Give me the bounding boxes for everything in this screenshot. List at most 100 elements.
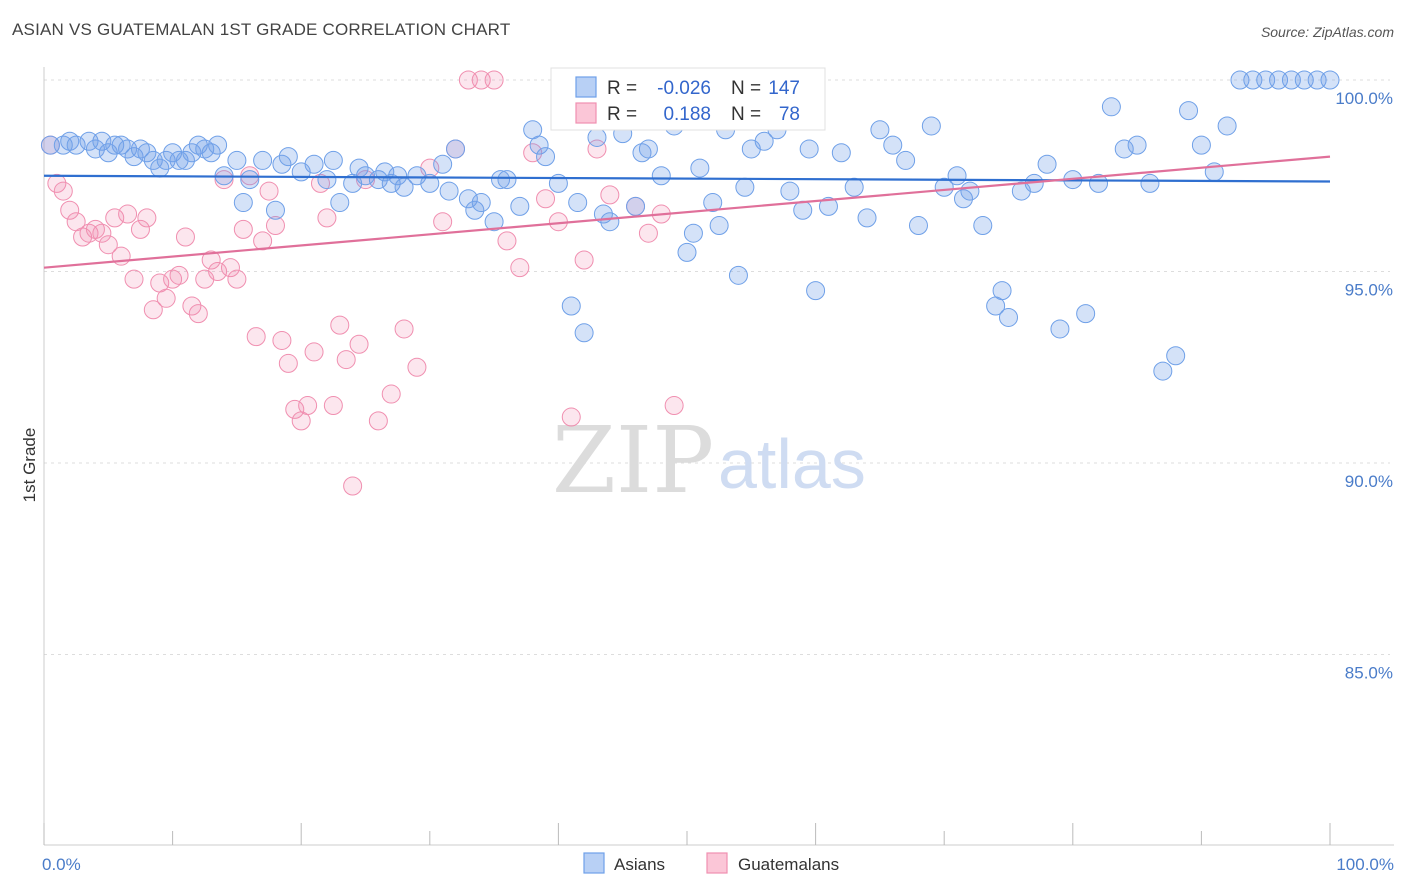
- y-tick-label: 95.0%: [1345, 281, 1393, 300]
- asians-point: [175, 150, 195, 170]
- asians-point: [568, 193, 588, 213]
- guatemalans-point: [536, 189, 556, 209]
- asians-point: [105, 135, 125, 155]
- asians-points: [40, 70, 1340, 381]
- asians-point: [92, 131, 112, 151]
- axes: [43, 67, 1394, 846]
- watermark: ZIP atlas: [552, 407, 866, 514]
- y-tick-label: 90.0%: [1345, 472, 1393, 491]
- watermark-zip: ZIP: [552, 407, 714, 514]
- guatemalans-point: [317, 208, 337, 228]
- guatemalans-point: [53, 181, 73, 201]
- asians-point: [960, 181, 980, 201]
- asians-point: [233, 193, 253, 213]
- guatemalans-point: [259, 181, 279, 201]
- asians-point: [1114, 139, 1134, 159]
- asians-point: [201, 143, 221, 163]
- asians-point: [638, 139, 658, 159]
- guatemalans-point: [169, 265, 189, 285]
- asians-point: [253, 150, 273, 170]
- guatemalans-point: [484, 70, 504, 90]
- guatemalans-point: [156, 288, 176, 308]
- asians-point: [1050, 319, 1070, 339]
- guatemalans-point: [330, 315, 350, 335]
- asians-point: [683, 223, 703, 243]
- asians-point: [85, 139, 105, 159]
- asians-point: [992, 281, 1012, 301]
- asians-point: [703, 193, 723, 213]
- guatemalans-point: [285, 399, 305, 419]
- stats-box: R = -0.026 N = 147 R = 0.188 N = 78: [550, 67, 826, 131]
- asians-point: [806, 281, 826, 301]
- guatemalans-point: [587, 139, 607, 159]
- asians-point: [973, 216, 993, 236]
- asians-point: [439, 181, 459, 201]
- x-tick-label-max: 100.0%: [1336, 855, 1394, 874]
- asians-point: [433, 154, 453, 174]
- asians-point: [1217, 116, 1237, 136]
- asians-point: [208, 135, 228, 155]
- guatemalans-point: [175, 227, 195, 247]
- asians-point: [66, 135, 86, 155]
- guatemalans-point: [561, 407, 581, 427]
- guatemalans-point: [130, 219, 150, 239]
- asians-point: [465, 200, 485, 220]
- guatemalans-point: [304, 342, 324, 362]
- asians-point: [240, 170, 260, 190]
- asians-point: [1191, 135, 1211, 155]
- guatemalans-point: [272, 330, 292, 350]
- guatemalans-point: [336, 350, 356, 370]
- guatemalans-point: [381, 384, 401, 404]
- legend-guatemalans-swatch: [706, 852, 728, 874]
- legend-guatemalans-label: Guatemalans: [738, 855, 839, 874]
- asians-point: [458, 189, 478, 209]
- asians-point: [626, 196, 646, 216]
- asians-point: [799, 139, 819, 159]
- source-label: Source: ZipAtlas.com: [1260, 24, 1394, 40]
- asians-point: [420, 173, 440, 193]
- asians-point: [561, 296, 581, 316]
- stats-n-label-guatemalans: N =: [731, 104, 761, 125]
- stats-n-value-guatemalans: 78: [779, 104, 800, 125]
- asians-point: [491, 170, 511, 190]
- asians-point: [388, 166, 408, 186]
- asians-point: [1089, 173, 1109, 193]
- asians-point: [1076, 304, 1096, 324]
- asians-point: [896, 150, 916, 170]
- guatemalans-point: [124, 269, 144, 289]
- asians-point: [831, 143, 851, 163]
- chart-title: ASIAN VS GUATEMALAN 1ST GRADE CORRELATIO…: [12, 20, 511, 39]
- asians-point: [304, 154, 324, 174]
- asians-point: [857, 208, 877, 228]
- guatemalans-point: [497, 231, 517, 251]
- guatemalans-point: [105, 208, 125, 228]
- stats-asians-swatch: [575, 76, 597, 98]
- guatemalans-point: [143, 300, 163, 320]
- guatemalans-point: [47, 173, 67, 193]
- asians-point: [574, 323, 594, 343]
- y-tick-labels: 100.0% 95.0% 90.0% 85.0%: [1335, 89, 1393, 683]
- guatemalans-point: [233, 219, 253, 239]
- stats-n-label-asians: N =: [731, 78, 761, 99]
- asians-point: [182, 143, 202, 163]
- asians-point: [368, 170, 388, 190]
- guatemalans-point: [323, 396, 343, 416]
- asians-point: [728, 265, 748, 285]
- asians-point: [124, 147, 144, 167]
- legend-asians-swatch: [583, 852, 605, 874]
- guatemalans-point: [92, 223, 112, 243]
- guatemalans-point: [343, 476, 363, 496]
- guatemalans-point: [188, 304, 208, 324]
- guatemalans-point: [510, 258, 530, 278]
- guatemalans-point: [349, 334, 369, 354]
- asians-point: [471, 193, 491, 213]
- asians-point: [908, 216, 928, 236]
- asians-point: [883, 135, 903, 155]
- guatemalans-point: [118, 204, 138, 224]
- guatemalans-point: [60, 200, 80, 220]
- guatemalans-point: [664, 396, 684, 416]
- asians-point: [1179, 101, 1199, 121]
- y-tick-label: 100.0%: [1335, 89, 1393, 108]
- guatemalans-point: [278, 353, 298, 373]
